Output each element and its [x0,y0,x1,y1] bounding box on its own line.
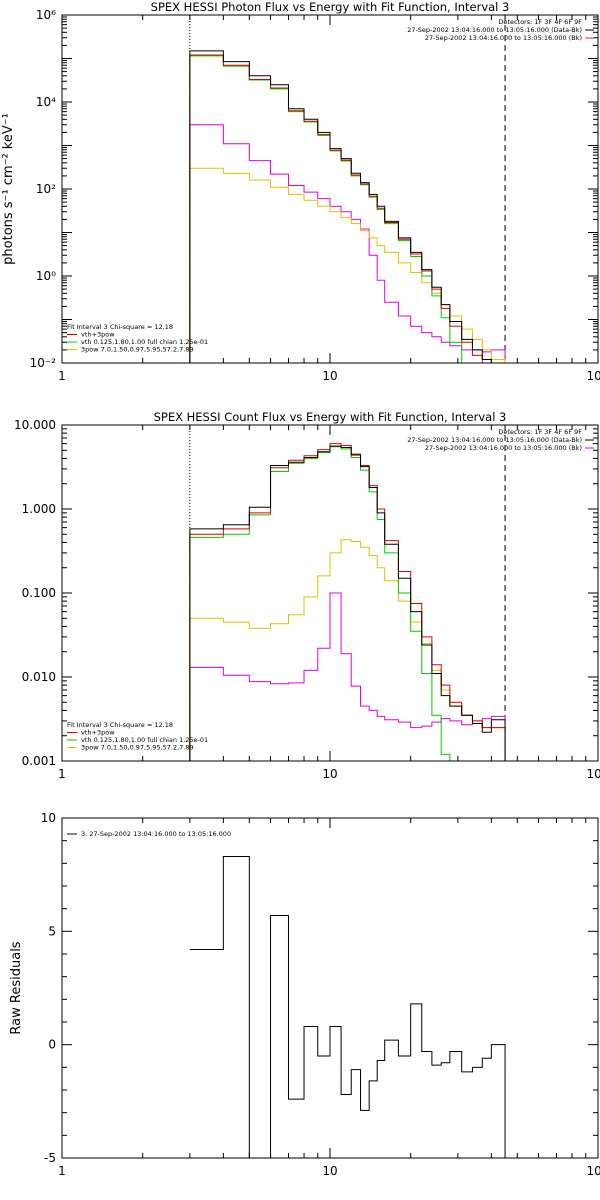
y-tick-label: -5 [44,1151,56,1165]
legend-left-entry: 3pow 7.0,1.50,0.97,5.95,57.2,7.89 [81,744,194,752]
y-tick-label: 0 [48,1038,56,1052]
x-tick-label: 1 [58,767,66,781]
legend-left-entry: vth+3pow [81,331,115,339]
plot-frame [61,424,599,762]
chart-title: SPEX HESSI Count Flux vs Energy with Fit… [154,410,507,424]
legend-left-entry: vth 0.125,1.80,1.00 full chian 1.25e-01 [81,736,208,744]
y-tick-label: 10.000 [14,418,56,432]
y-axis-label: photons s⁻¹ cm⁻² keV⁻¹ [1,113,16,265]
y-tick-label: 10² [36,182,56,196]
chart-panel-3: 1 10 100 -5 0 5 10 Raw Residuals 3. 27-Sep-2002 … [9,811,600,1178]
y-tick-label: 10⁴ [36,95,56,109]
plot-frame [61,14,599,364]
legend-left-entry: 3pow 7.0,1.50,0.97,5.95,57.2,7.89 [81,346,194,354]
y-tick-label: 0.010 [22,670,56,684]
x-tick-label: 10 [322,767,337,781]
legend-right-entry: 27-Sep-2002 13:04:16.000 to 13:05:16.000… [407,436,582,444]
y-tick-label: 10⁶ [36,8,56,22]
chart-panel-1: SPEX HESSI Photon Flux vs Energy with Fi… [1,0,600,383]
y-tick-label: 10⁻² [30,356,57,370]
y-tick-label: 0.100 [22,586,56,600]
legend-right-entry: 27-Sep-2002 13:04:16.000 to 13:05:16.000… [425,34,582,42]
legend-left-entry: vth 0.125,1.80,1.00 full chian 1.25e-01 [81,338,208,346]
series-line-2 [189,54,506,363]
series-line-4 [189,167,506,363]
series-line-2 [189,443,506,761]
legend-right-entry: Detectors: 1F 3F 4F 6F 9F [498,428,582,436]
x-tick-label: 1 [58,369,66,383]
plot-frame [61,817,599,1159]
chart-panel-2: SPEX HESSI Count Flux vs Energy with Fit… [14,410,600,781]
x-tick-label: 100 [587,369,600,383]
series-line-3 [189,446,506,761]
series-line-1 [189,856,506,1158]
y-tick-label: 0.001 [22,754,56,768]
legend-right-entry: Detectors: 1F 3F 4F 6F 9F [498,18,582,26]
legend-left-entry: Fit Interval 3 Chi-square = 12.18 [67,721,173,729]
chart-title: SPEX HESSI Photon Flux vs Energy with Fi… [151,0,510,14]
y-tick-label: 10 [41,811,56,825]
x-tick-label: 10 [322,1164,337,1178]
legend-left-entry: vth+3pow [81,729,115,737]
x-tick-label: 100 [587,767,600,781]
series-line-1 [189,50,506,363]
legend-left-entry: Fit Interval 3 Chi-square = 12.18 [67,323,173,331]
series-line-5 [189,592,506,761]
x-tick-label: 100 [587,1164,600,1178]
x-tick-label: 1 [58,1164,66,1178]
y-tick-label: 1.000 [22,502,56,516]
y-tick-label: 10⁰ [36,269,56,283]
y-tick-label: 5 [48,924,56,938]
y-axis-label: Raw Residuals [9,941,24,1034]
series-line-3 [189,55,506,363]
series-line-1 [189,445,506,761]
legend-right-entry: 27-Sep-2002 13:04:16.000 to 13:05:16.000… [407,26,582,34]
series-line-4 [189,539,506,761]
legend-right-entry: 27-Sep-2002 13:04:16.000 to 13:05:16.000… [425,444,582,452]
x-tick-label: 10 [322,369,337,383]
legend-left-entry: 3. 27-Sep-2002 13:04:16.000 to 13:05:16.… [81,830,231,838]
